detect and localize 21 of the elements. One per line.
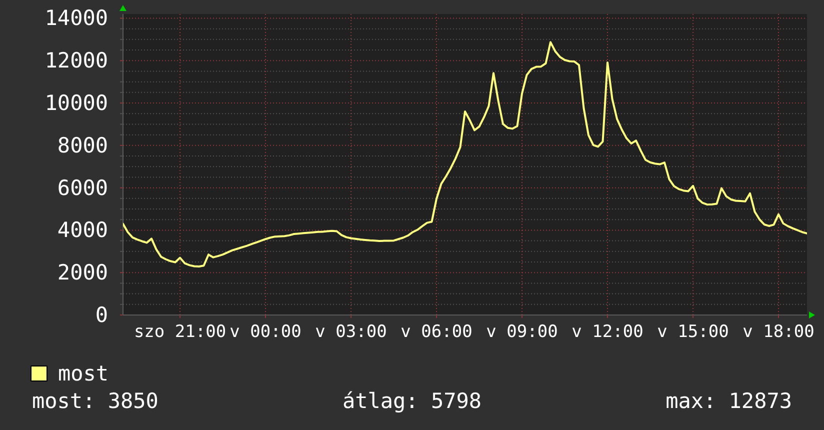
x-tick-label: v 00:00: [230, 322, 302, 342]
y-tick-label: 8000: [57, 133, 108, 158]
line-series: [123, 41, 807, 268]
x-tick-label: v 12:00: [572, 322, 644, 342]
y-tick-label: 0: [95, 303, 108, 327]
x-tick-label: v 09:00: [486, 322, 558, 342]
text: most: 3850: [32, 389, 158, 413]
x-tick-label: v 18:00: [742, 322, 814, 342]
x-tick-label: v 03:00: [315, 322, 387, 342]
y-tick-label: 6000: [57, 176, 108, 200]
y-tick-label: 4000: [57, 218, 108, 242]
legend-label: most: [58, 362, 109, 386]
text: max: 12873: [666, 389, 792, 413]
text: átlag: 5798: [342, 389, 482, 413]
y-tick-label: 2000: [57, 260, 108, 285]
y-tick-label: 14000: [44, 6, 108, 30]
y-tick-label: 12000: [44, 48, 108, 73]
x-tick-label: szo 21:00: [134, 322, 226, 342]
y-tick-label: 10000: [44, 91, 108, 116]
x-tick-label: v 06:00: [400, 322, 472, 342]
x-tick-label: v 15:00: [657, 322, 729, 342]
